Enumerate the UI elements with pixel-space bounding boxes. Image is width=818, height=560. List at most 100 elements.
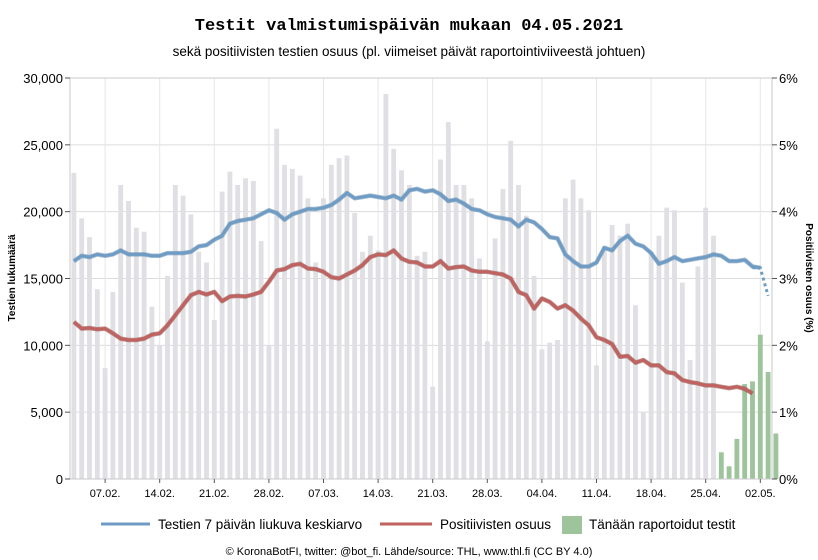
legend-item-positive-share: Positiivisten osuus [380,517,551,532]
bar-daily-tests [344,155,350,479]
bar-daily-tests [531,275,537,479]
bar-daily-tests [211,319,217,479]
bar-daily-tests [87,237,92,479]
bar-daily-tests [118,184,124,479]
bar-daily-tests [695,266,701,479]
bar-daily-tests [609,225,615,479]
bar-daily-tests [640,412,646,479]
bar-daily-tests [523,215,529,479]
y-tick-label-left: 15,000 [23,272,63,287]
bar-daily-tests [375,250,381,479]
legend-label-positive-share: Positiivisten osuus [440,517,551,532]
y-tick-label-right: 3% [779,272,798,287]
y-axis-left-ticks: 0 5,000 10,000 15,000 20,000 25,000 30,000 [23,71,70,487]
line-positive-share [72,248,754,395]
bar-reported-today [734,438,740,479]
bar-daily-tests [133,227,139,479]
bar-daily-tests [204,262,209,479]
bar-daily-tests [196,251,202,479]
bar-daily-tests [422,251,428,479]
bar-daily-tests [578,198,584,480]
source-credit: © KoronaBotFI, twitter: @bot_fi. Lähde/s… [226,546,593,558]
bar-reported-today [726,466,732,479]
bar-daily-tests [102,368,108,479]
bar-daily-tests [656,235,662,479]
bar-daily-tests [157,345,163,479]
bar-daily-tests [633,305,638,479]
x-tick-label: 14.03. [363,488,394,500]
bar-daily-tests [227,171,233,480]
line-moving-average-dotted [752,266,770,297]
bar-daily-tests [94,289,100,479]
y-tick-label-right: 6% [779,71,798,86]
bar-daily-tests [664,207,670,479]
y-tick-label-left: 20,000 [23,205,63,220]
bar-daily-tests [258,241,264,479]
bar-daily-tests [219,191,225,479]
bar-daily-tests [282,164,287,479]
y-tick-label-right: 4% [779,205,798,220]
bar-daily-tests [477,258,482,479]
bar-daily-tests [188,214,194,479]
bar-daily-tests [586,210,592,479]
bar-daily-tests [711,235,716,479]
bar-daily-tests [539,349,545,479]
bar-daily-tests [547,342,553,479]
y-tick-label-right: 0% [779,472,798,487]
bar-daily-tests [414,255,420,479]
bar-daily-tests [492,238,498,479]
x-tick-label: 11.04. [582,488,612,500]
x-tick-label: 21.03. [417,488,448,500]
y-axis-right-ticks: 0% 1% 2% 3% 4% 5% 6% [772,71,798,487]
bar-daily-tests [508,140,514,479]
bar-daily-tests [399,170,404,480]
bar-daily-tests [438,159,443,479]
bar-daily-tests [516,184,521,479]
bar-daily-tests [391,148,397,480]
bar-reported-today [773,433,779,479]
chart-title: Testit valmistumispäivän mukaan 04.05.20… [195,17,623,36]
y-tick-label-right: 2% [779,338,798,353]
bar-daily-tests [110,291,116,479]
y-tick-label-right: 1% [779,405,798,420]
bar-daily-tests [594,365,599,479]
x-tick-label: 07.03. [308,488,339,500]
bar-daily-tests [266,345,272,479]
x-tick-label: 14.02. [144,488,175,500]
bar-daily-tests [336,158,342,479]
x-tick-label: 04.04. [527,488,558,500]
bar-daily-tests [461,184,467,479]
bar-daily-tests [328,164,334,479]
legend-item-reported-today: Tänään raportoidut testit [562,516,736,534]
bar-daily-tests [180,195,186,480]
bar-daily-tests [165,275,170,479]
y-tick-label-left: 0 [56,472,63,487]
bar-daily-tests [500,188,506,479]
bar-daily-tests [383,94,389,479]
legend-swatch-reported-today [562,516,582,534]
bar-daily-tests [601,246,607,479]
bar-daily-tests [687,360,693,479]
chart-subtitle: sekä positiivisten testien osuus (pl. vi… [173,44,646,59]
bar-daily-tests [469,198,475,480]
x-tick-label: 25.04. [690,488,721,500]
bar-reported-today [750,381,755,479]
line-series [72,186,770,396]
bar-daily-tests [305,198,311,480]
x-tick-label: 07.02. [90,488,121,500]
bar-daily-tests [172,184,178,479]
bar-reported-today [765,372,771,479]
bar-daily-tests [367,235,373,479]
bar-daily-tests [703,207,709,479]
y-tick-label-left: 5,000 [30,405,63,420]
bar-daily-tests [71,172,77,480]
y-tick-label-left: 10,000 [23,338,63,353]
bar-daily-tests [570,179,576,479]
bar-daily-tests [562,198,568,480]
bar-reported-today [757,334,763,479]
bar-daily-tests [274,128,280,479]
bar-daily-tests [289,168,295,480]
bar-daily-tests [445,122,451,480]
x-tick-label: 02.05. [745,488,776,500]
